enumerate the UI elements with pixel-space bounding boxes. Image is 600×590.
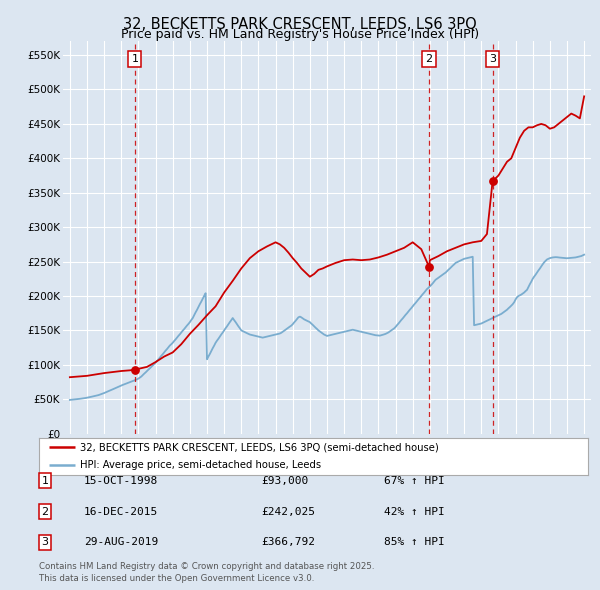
Point — [130, 365, 140, 375]
Text: 1: 1 — [131, 54, 139, 64]
Text: HPI: Average price, semi-detached house, Leeds: HPI: Average price, semi-detached house,… — [80, 460, 322, 470]
Text: £93,000: £93,000 — [261, 476, 308, 486]
Point — [424, 263, 434, 272]
Text: 85% ↑ HPI: 85% ↑ HPI — [384, 537, 445, 547]
Text: 2: 2 — [41, 507, 49, 516]
Text: 3: 3 — [489, 54, 496, 64]
Text: £242,025: £242,025 — [261, 507, 315, 516]
Text: 29-AUG-2019: 29-AUG-2019 — [84, 537, 158, 547]
Text: 16-DEC-2015: 16-DEC-2015 — [84, 507, 158, 516]
Text: £366,792: £366,792 — [261, 537, 315, 547]
Text: 3: 3 — [41, 537, 49, 547]
Text: 67% ↑ HPI: 67% ↑ HPI — [384, 476, 445, 486]
Point — [488, 176, 497, 186]
Text: 42% ↑ HPI: 42% ↑ HPI — [384, 507, 445, 516]
Text: 32, BECKETTS PARK CRESCENT, LEEDS, LS6 3PQ (semi-detached house): 32, BECKETTS PARK CRESCENT, LEEDS, LS6 3… — [80, 442, 439, 453]
Text: 32, BECKETTS PARK CRESCENT, LEEDS, LS6 3PQ: 32, BECKETTS PARK CRESCENT, LEEDS, LS6 3… — [123, 17, 477, 31]
Text: 2: 2 — [425, 54, 433, 64]
Text: Price paid vs. HM Land Registry's House Price Index (HPI): Price paid vs. HM Land Registry's House … — [121, 28, 479, 41]
Text: 15-OCT-1998: 15-OCT-1998 — [84, 476, 158, 486]
Text: Contains HM Land Registry data © Crown copyright and database right 2025.
This d: Contains HM Land Registry data © Crown c… — [39, 562, 374, 583]
Text: 1: 1 — [41, 476, 49, 486]
